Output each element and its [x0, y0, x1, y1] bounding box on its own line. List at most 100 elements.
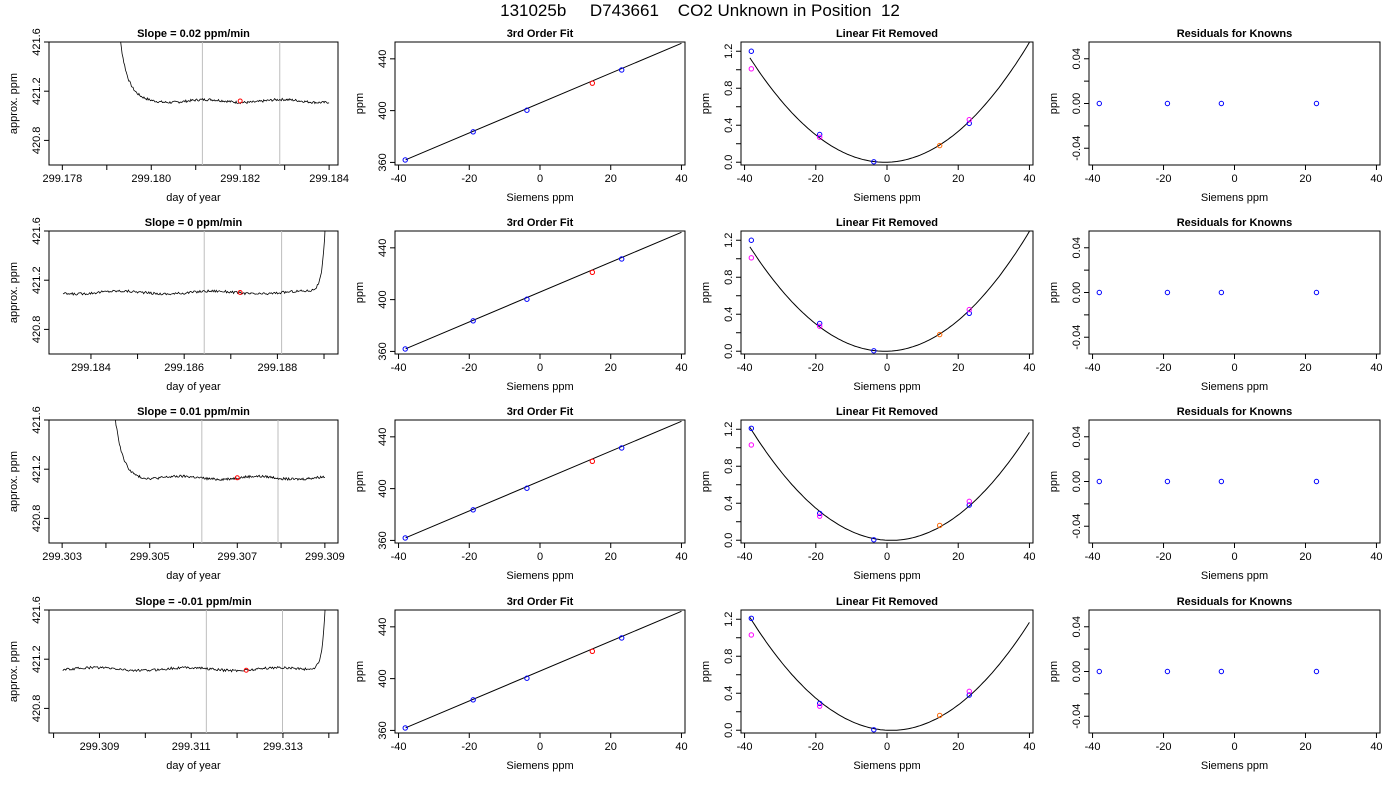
data-point: [470, 129, 476, 135]
x-axis-label: Siemens ppm: [506, 760, 573, 772]
plot-frame: [1088, 230, 1381, 355]
x-tick-label: 299.305: [130, 551, 170, 563]
data-point: [871, 537, 877, 543]
y-tick-label: 0.0: [723, 533, 735, 548]
x-tick-label: -40: [737, 741, 753, 753]
x-tick-label: 299.182: [220, 173, 260, 185]
x-tick-label: 20: [952, 551, 964, 563]
unknown-point: [234, 475, 240, 481]
panel-title: 3rd Order Fit: [507, 217, 574, 229]
data-point: [966, 688, 972, 695]
data-point: [966, 502, 972, 508]
concentration-trace: [62, 231, 326, 296]
x-tick-label: 40: [1370, 173, 1382, 185]
plot-area: [115, 420, 326, 543]
x-tick-label: 20: [605, 173, 617, 185]
y-tick-label: 421.2: [31, 645, 43, 673]
x-tick-label: 0: [537, 741, 543, 753]
plot-area: [120, 42, 330, 165]
data-point: [1096, 478, 1102, 485]
plot-area: [402, 610, 682, 731]
data-point: [816, 700, 823, 707]
plot-area: [748, 231, 1030, 354]
y-tick-label: -0.04: [1071, 514, 1083, 539]
y-tick-label: 0.8: [723, 270, 735, 285]
y-tick-label: 0.04: [1071, 426, 1083, 447]
data-point: [937, 331, 943, 338]
x-tick-label: 20: [605, 741, 617, 753]
plot-area: [402, 231, 682, 352]
concentration-trace: [115, 420, 326, 482]
panel-title: 3rd Order Fit: [507, 406, 574, 418]
x-tick-label: 299.309: [80, 741, 120, 753]
x-tick-label: 40: [675, 741, 687, 753]
x-axis-label: Siemens ppm: [506, 570, 573, 582]
y-axis-label: ppm: [354, 471, 366, 492]
y-tick-label: 0.0: [723, 723, 735, 738]
data-point: [618, 256, 625, 262]
panel-8: Residuals for Knowns Siemens ppm ppm -40 -20…: [1048, 217, 1383, 393]
data-point: [748, 632, 755, 638]
panel-16: Residuals for Knowns Siemens ppm ppm -40 -20…: [1048, 596, 1383, 772]
y-tick-label: 360: [377, 531, 389, 549]
x-tick-label: 0: [1231, 741, 1237, 753]
x-tick-label: -20: [808, 173, 824, 185]
x-tick-label: -40: [1085, 173, 1101, 185]
x-tick-label: -20: [461, 741, 477, 753]
x-tick-label: 20: [1299, 551, 1311, 563]
data-point: [816, 703, 823, 709]
y-axis-label: ppm: [1048, 93, 1060, 114]
panel-3: Linear Fit Removed Siemens ppm ppm -40 -20 0 2…: [700, 28, 1036, 204]
x-tick-label: 299.184: [309, 173, 349, 185]
data-point: [816, 134, 823, 140]
x-tick-label: 20: [952, 741, 964, 753]
data-point: [1164, 289, 1171, 296]
data-point: [1313, 668, 1320, 675]
y-tick-label: 1.2: [723, 233, 735, 248]
panel-title: Slope = 0.01 ppm/min: [137, 406, 250, 418]
y-tick-label: 0.00: [1071, 471, 1083, 492]
y-tick-label: 420.8: [31, 505, 43, 533]
x-tick-label: 0: [537, 362, 543, 374]
x-tick-label: 40: [1370, 741, 1382, 753]
data-point: [1164, 478, 1171, 485]
plot-area: [1096, 100, 1320, 107]
data-point: [618, 635, 625, 641]
x-axis-label: Siemens ppm: [506, 192, 573, 204]
data-point: [470, 318, 476, 324]
y-tick-label: 400: [377, 669, 389, 687]
panel-title: 3rd Order Fit: [507, 28, 574, 40]
y-axis-label: ppm: [700, 93, 712, 114]
x-tick-label: 299.178: [42, 173, 82, 185]
x-axis-label: day of year: [166, 381, 221, 393]
plot-frame: [48, 419, 339, 544]
data-point: [524, 107, 530, 113]
y-axis-label: ppm: [700, 282, 712, 303]
data-point: [748, 425, 755, 432]
x-tick-label: 40: [675, 173, 687, 185]
x-tick-label: 0: [884, 173, 890, 185]
x-tick-label: 20: [1299, 362, 1311, 374]
y-axis-label: ppm: [700, 661, 712, 682]
y-axis-label: ppm: [1048, 282, 1060, 303]
x-tick-label: -20: [1156, 173, 1172, 185]
x-tick-label: 20: [605, 551, 617, 563]
residual-curve: [749, 427, 1030, 541]
data-point: [748, 237, 755, 243]
plot-frame: [1088, 419, 1381, 544]
fit-line: [405, 231, 682, 350]
y-axis-label: approx. ppm: [8, 73, 20, 134]
data-point: [966, 310, 972, 317]
x-tick-label: 40: [1023, 741, 1035, 753]
x-tick-label: -40: [391, 173, 407, 185]
x-tick-label: -40: [391, 741, 407, 753]
x-axis-label: day of year: [166, 192, 221, 204]
x-tick-label: 299.307: [217, 551, 257, 563]
y-tick-label: 0.8: [723, 81, 735, 96]
panel-14: 3rd Order Fit Siemens ppm ppm -40 -20 0 20 40 36…: [354, 596, 688, 772]
panel-title: Linear Fit Removed: [836, 596, 938, 608]
y-tick-label: 400: [377, 479, 389, 497]
data-point: [1164, 100, 1171, 107]
panel-4: Residuals for Knowns Siemens ppm ppm -40 -20…: [1048, 28, 1383, 204]
data-point: [816, 131, 823, 138]
